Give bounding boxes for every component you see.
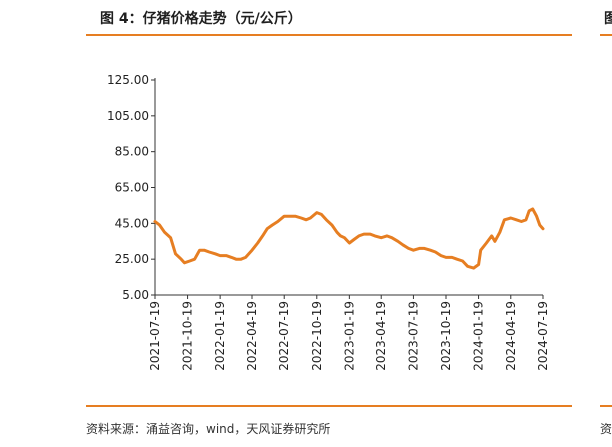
source-rule bbox=[86, 405, 572, 407]
x-tick-label: 2021-07-19 bbox=[148, 301, 162, 371]
plot-area bbox=[153, 207, 545, 270]
figure-title: 图 4：仔猪价格走势（元/公斤） bbox=[100, 11, 302, 27]
x-tick-label: 2022-10-19 bbox=[310, 301, 324, 371]
x-tick-label: 2023-07-19 bbox=[406, 301, 420, 371]
x-tick-label: 2023-10-19 bbox=[439, 301, 453, 371]
series-line bbox=[153, 207, 545, 270]
y-tick-label: 105.00 bbox=[107, 109, 149, 123]
title-rule bbox=[86, 34, 572, 36]
adjacent-title-rule bbox=[600, 34, 612, 36]
x-tick-label: 2024-07-19 bbox=[536, 301, 550, 371]
x-axis: 2021-07-19 2021-10-19 2022-01-19 2022-04-19… bbox=[148, 294, 550, 371]
x-tick-label: 2022-04-19 bbox=[245, 301, 259, 371]
x-tick-label: 2022-07-19 bbox=[277, 301, 291, 371]
x-tick-label: 2023-01-19 bbox=[342, 301, 356, 371]
x-tick-label: 2024-01-19 bbox=[472, 301, 486, 371]
x-tick-label: 2024-04-19 bbox=[504, 301, 518, 371]
adjacent-source-fragment: 资 bbox=[600, 422, 612, 436]
y-tick-label: 25.00 bbox=[115, 252, 149, 266]
y-tick-label: 45.00 bbox=[115, 216, 149, 230]
y-tick-label: 125.00 bbox=[107, 73, 149, 87]
y-tick-label: 85.00 bbox=[115, 145, 149, 159]
y-tick-label: 65.00 bbox=[115, 181, 149, 195]
adjacent-source-rule bbox=[600, 405, 612, 407]
adjacent-figure-title-fragment: 图 bbox=[604, 11, 612, 27]
x-tick-label: 2021-10-19 bbox=[181, 301, 195, 371]
x-tick-label: 2023-04-19 bbox=[374, 301, 388, 371]
y-tick-label: 5.00 bbox=[122, 288, 149, 302]
x-tick-label: 2022-01-19 bbox=[213, 301, 227, 371]
y-axis: 5.00 25.00 45.00 65.00 85.00 105.00 125.00 bbox=[107, 73, 156, 302]
source-note: 资料来源：涌益咨询，wind，天风证券研究所 bbox=[86, 422, 331, 436]
